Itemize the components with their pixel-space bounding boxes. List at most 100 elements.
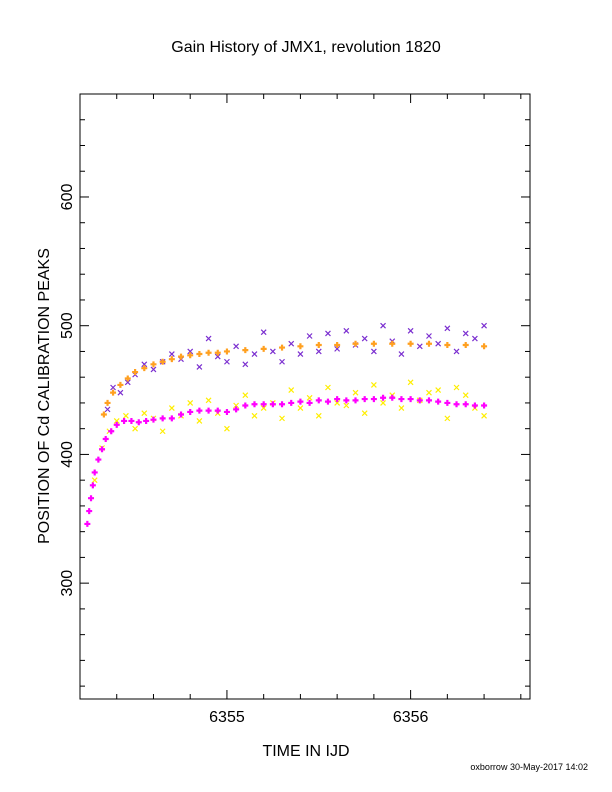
data-point [471,402,478,409]
data-point [214,407,221,414]
data-point [306,333,313,339]
data-point [121,417,128,424]
data-point [426,333,432,339]
data-point [444,342,451,349]
data-point [251,401,258,408]
data-point [425,340,432,347]
data-point [187,400,194,406]
data-point [425,397,432,404]
data-point [168,351,175,357]
data-point [196,363,203,370]
data-point [159,428,166,435]
data-point [117,381,124,388]
data-point [389,394,396,401]
data-point [324,398,331,405]
x-tick-label: 6356 [393,709,429,726]
data-point [100,411,107,418]
data-point [481,402,488,409]
data-point [288,387,295,393]
series-2 [100,340,488,418]
data-point [398,405,405,412]
data-point [150,366,157,373]
y-tick-label: 300 [59,570,76,597]
data-point [124,375,131,382]
data-point [407,396,414,403]
data-point [242,392,249,399]
x-tick-labels: 6355 6356 [209,709,428,726]
data-point [279,401,286,408]
data-point [242,361,249,368]
data-point [91,477,98,484]
data-point [444,325,451,332]
data-point [117,389,124,396]
data-point [334,400,341,406]
data-point [132,425,139,432]
x-tick-label: 6355 [209,709,245,726]
data-point [435,340,442,347]
data-point [224,358,230,365]
data-point [361,335,368,342]
data-point [99,446,106,453]
data-point [168,405,175,412]
data-point [242,347,249,354]
data-point [435,387,442,393]
data-point [334,342,341,349]
data-point [113,418,120,424]
data-point [361,410,368,417]
data-point [141,365,148,372]
data-point [224,425,230,432]
data-point [343,327,350,334]
data-point [416,343,423,350]
data-point [398,396,405,403]
data-point [214,353,221,360]
data-point [187,352,194,359]
data-point [279,344,286,351]
data-point [223,348,230,355]
data-point [196,407,203,414]
data-point [370,396,377,403]
data-point [297,398,304,405]
data-point [269,401,276,408]
data-point [178,411,185,418]
data-point [462,401,469,408]
data-point [334,345,341,352]
data-point [86,508,93,515]
data-point [84,520,91,527]
data-point [352,389,359,396]
y-tick-label: 600 [59,184,76,211]
data-point [196,351,203,358]
data-point [407,327,414,334]
data-point [205,397,212,404]
data-point [260,405,267,412]
data-point [462,392,469,399]
data-point [435,398,442,405]
data-point [251,412,258,419]
data-point [416,397,423,404]
y-tick-label: 400 [59,441,76,468]
data-point [453,348,460,355]
data-point [370,348,377,355]
data-point [91,469,98,476]
data-marks [84,322,488,527]
y-tick-labels: 300 400 500 600 [59,184,76,597]
data-point [426,389,432,396]
data-point [370,340,377,347]
data-point [104,399,111,406]
data-point [150,416,157,423]
data-point [306,399,313,406]
data-point [102,435,109,442]
data-point [297,405,304,412]
data-point [389,340,396,347]
data-point [150,361,157,368]
data-point [297,343,304,350]
data-point [143,417,150,424]
data-point [128,417,135,424]
data-point [306,394,313,401]
data-point [89,482,96,489]
footer-stamp: oxborrow 30-May-2017 14:02 [470,762,588,772]
data-point [233,343,240,350]
tick-marks [79,93,530,699]
data-point [279,415,285,422]
data-point [352,397,359,404]
data-point [124,379,131,386]
